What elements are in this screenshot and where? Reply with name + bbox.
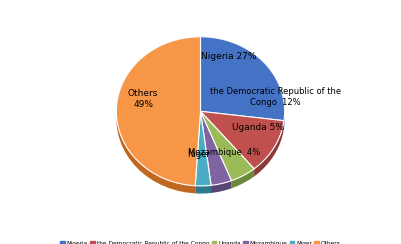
Text: Niger: Niger [187,150,210,159]
Text: Uganda 5%: Uganda 5% [232,123,284,132]
Text: Others
49%: Others 49% [128,89,158,109]
Polygon shape [116,37,200,193]
Polygon shape [195,185,211,193]
Polygon shape [195,111,211,186]
Polygon shape [116,37,200,186]
Polygon shape [200,37,285,128]
Polygon shape [200,111,254,181]
Polygon shape [231,169,254,188]
Legend: Nigeria, the Democratic Republic of the Congo, Uganda, Mozambique, Niger, Others: Nigeria, the Democratic Republic of the … [60,240,341,244]
Polygon shape [200,111,284,169]
Polygon shape [200,111,231,185]
Text: Nigeria 27%: Nigeria 27% [201,52,257,61]
Polygon shape [200,37,285,121]
Polygon shape [211,181,231,193]
Text: the Democratic Republic of the
Congo  12%: the Democratic Republic of the Congo 12% [209,87,340,107]
Polygon shape [254,121,284,176]
Text: Mozambique  4%: Mozambique 4% [188,148,261,157]
